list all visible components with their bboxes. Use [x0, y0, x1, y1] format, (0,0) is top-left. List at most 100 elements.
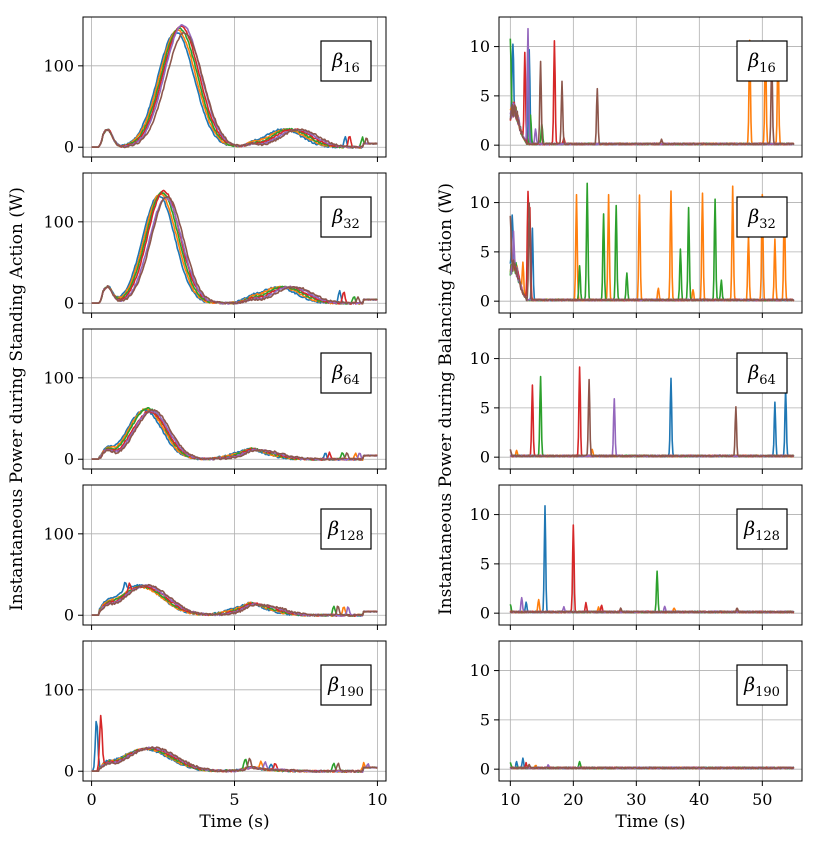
- left-panel-2-frame: [82, 328, 387, 470]
- balancing-series-190: [509, 757, 795, 770]
- left-xlabel: Time (s): [199, 812, 269, 832]
- balancing-panel-64: 0 5 10 β64: [470, 328, 803, 474]
- standing-panel-64: 0 100 β64: [43, 328, 387, 474]
- right-ytick-label: 10: [470, 37, 490, 56]
- standing-series-64: [91, 407, 378, 461]
- legend-beta: β: [747, 362, 759, 384]
- legend-subscript: 64: [759, 373, 776, 388]
- legend-box: [736, 196, 788, 238]
- balancing-panel-128: 0 5 10 β128: [470, 484, 803, 630]
- standing-panel-16: 0 100 β16: [43, 16, 387, 162]
- legend-subscript: 16: [343, 61, 360, 76]
- legend-label: β32: [331, 206, 360, 232]
- left-ytick-label: 100: [43, 524, 74, 543]
- balancing-panel-190: 10 20 30 40 50 0 5 10 β190: [470, 640, 803, 809]
- right-ytick-label: 5: [480, 398, 490, 417]
- legend-beta: β: [327, 518, 339, 540]
- left-ytick-label: 0: [64, 606, 74, 625]
- legend-beta: β: [743, 518, 755, 540]
- standing-line-brown: [91, 746, 378, 773]
- right-legend-1: β32: [736, 196, 788, 238]
- balancing-line-green: [509, 570, 795, 614]
- left-panel-1-frame: [82, 172, 387, 314]
- balancing-series-128: [509, 505, 795, 614]
- standing-line-brown: [91, 583, 378, 617]
- left-legend-2: β64: [320, 352, 372, 394]
- right-ytick-label: 10: [470, 505, 490, 524]
- legend-box: [320, 196, 372, 238]
- legend-subscript: 190: [339, 685, 364, 700]
- legend-subscript: 32: [343, 217, 360, 232]
- legend-label: β16: [747, 50, 776, 76]
- balancing-line-purple: [509, 230, 795, 302]
- right-ytick-label: 0: [480, 604, 490, 623]
- legend-box: [736, 664, 788, 706]
- right-ytick-label: 0: [480, 136, 490, 155]
- balancing-line-brown: [509, 378, 794, 458]
- right-xtick-label: 20: [563, 790, 583, 809]
- left-ytick-label: 0: [64, 762, 74, 781]
- standing-line-brown: [91, 409, 378, 461]
- left-ylabel: Instantaneous Power during Standing Acti…: [7, 187, 27, 611]
- left-panel-3-frame: [82, 484, 387, 626]
- legend-box: [736, 40, 788, 82]
- left-panel-0-frame: [82, 16, 387, 158]
- balancing-line-brown: [509, 202, 795, 302]
- balancing-line-brown: [510, 763, 795, 770]
- right-xtick-label: 40: [689, 790, 709, 809]
- balancing-series-32: [509, 182, 795, 302]
- right-panel-0-frame: [498, 16, 803, 158]
- right-ytick-label: 5: [480, 554, 490, 573]
- balancing-series-64: [509, 366, 795, 458]
- left-ytick-label: 0: [64, 450, 74, 469]
- left-legend-4: β190: [320, 664, 372, 706]
- right-panel-3-frame: [498, 484, 803, 626]
- standing-line-purple: [91, 196, 378, 305]
- legend-box: [320, 508, 372, 550]
- standing-series-32: [91, 189, 378, 305]
- right-xlabel: Time (s): [615, 812, 685, 832]
- legend-subscript: 190: [755, 685, 780, 700]
- legend-box: [320, 664, 372, 706]
- legend-subscript: 128: [339, 529, 364, 544]
- left-ytick-label: 100: [43, 368, 74, 387]
- right-legend-0: β16: [736, 40, 788, 82]
- right-ytick-label: 0: [480, 448, 490, 467]
- balancing-line-brown: [509, 607, 795, 614]
- legend-subscript: 16: [759, 61, 776, 76]
- left-ytick-label: 100: [43, 212, 74, 231]
- legend-label: β190: [743, 674, 780, 700]
- legend-beta: β: [331, 206, 343, 228]
- legend-label: β64: [331, 362, 360, 388]
- balancing-line-purple: [509, 596, 795, 614]
- legend-box: [736, 352, 788, 394]
- standing-series-16: [91, 24, 378, 149]
- left-panel-4-frame: [82, 640, 387, 782]
- standing-line-brown: [91, 195, 378, 305]
- left-legend-1: β32: [320, 196, 372, 238]
- balancing-panel-16: 0 5 10 β16: [470, 16, 803, 162]
- left-ytick-label: 0: [64, 294, 74, 313]
- right-panel-2-frame: [498, 328, 803, 470]
- legend-label: β32: [747, 206, 776, 232]
- legend-label: β16: [331, 50, 360, 76]
- standing-line-brown: [91, 31, 378, 149]
- legend-beta: β: [331, 362, 343, 384]
- legend-beta: β: [747, 206, 759, 228]
- legend-box: [736, 508, 788, 550]
- legend-label: β128: [327, 518, 364, 544]
- left-xtick-label: 5: [229, 790, 239, 809]
- right-ytick-label: 10: [470, 193, 490, 212]
- standing-series-190: [91, 714, 378, 773]
- balancing-line-brown: [509, 58, 795, 146]
- right-ytick-label: 10: [470, 349, 490, 368]
- legend-box: [320, 40, 372, 82]
- right-panel-1-frame: [498, 172, 803, 314]
- right-panel-4-frame: [498, 640, 803, 782]
- legend-subscript: 32: [759, 217, 776, 232]
- right-ytick-label: 5: [480, 242, 490, 261]
- left-ytick-label: 100: [43, 56, 74, 75]
- legend-subscript: 128: [755, 529, 780, 544]
